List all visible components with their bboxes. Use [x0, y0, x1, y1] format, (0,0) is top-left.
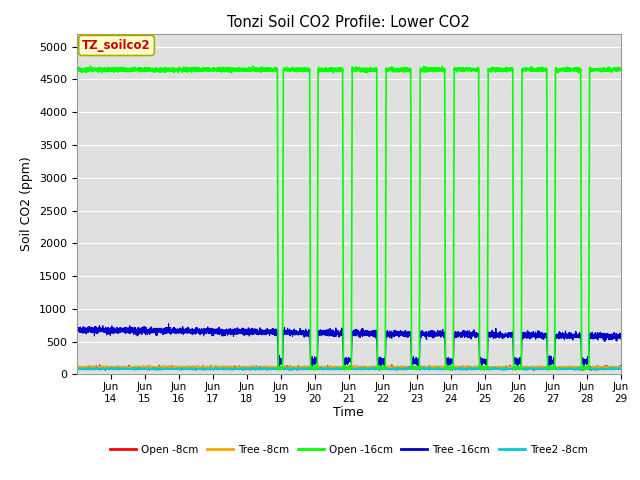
- Title: Tonzi Soil CO2 Profile: Lower CO2: Tonzi Soil CO2 Profile: Lower CO2: [227, 15, 470, 30]
- X-axis label: Time: Time: [333, 407, 364, 420]
- Y-axis label: Soil CO2 (ppm): Soil CO2 (ppm): [20, 156, 33, 252]
- Legend: Open -8cm, Tree -8cm, Open -16cm, Tree -16cm, Tree2 -8cm: Open -8cm, Tree -8cm, Open -16cm, Tree -…: [106, 441, 592, 459]
- Text: TZ_soilco2: TZ_soilco2: [82, 39, 151, 52]
